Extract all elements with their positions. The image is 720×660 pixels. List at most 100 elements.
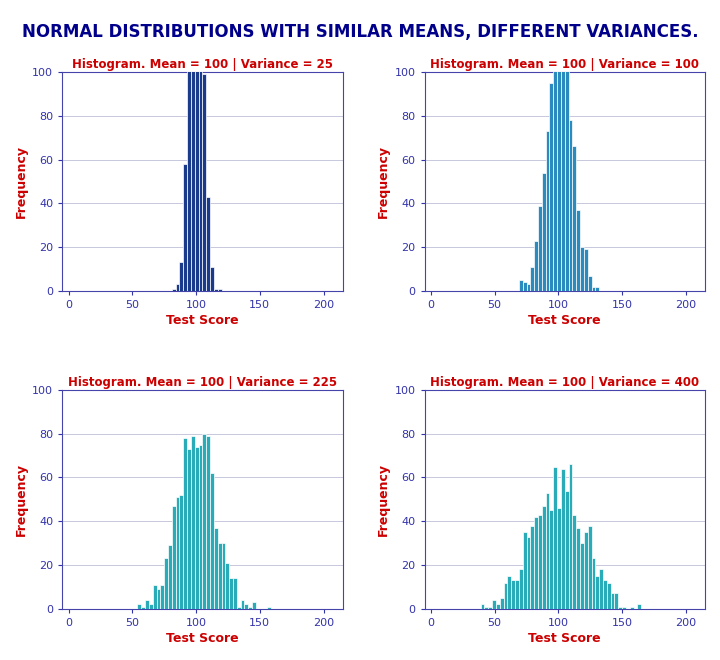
Bar	[557, 508, 561, 609]
Y-axis label: Frequency: Frequency	[15, 145, 28, 218]
Bar	[164, 558, 168, 609]
Bar	[588, 525, 592, 609]
Bar	[622, 607, 626, 609]
Bar	[500, 598, 503, 609]
Bar	[546, 493, 549, 609]
Bar	[580, 248, 584, 291]
Bar	[156, 589, 161, 609]
Bar	[592, 286, 595, 291]
Bar	[252, 602, 256, 609]
Bar	[179, 263, 184, 291]
Bar	[206, 436, 210, 609]
Bar	[153, 585, 156, 609]
Bar	[564, 490, 569, 609]
Title: Histogram. Mean = 100 | Variance = 225: Histogram. Mean = 100 | Variance = 225	[68, 376, 337, 389]
Bar	[222, 543, 225, 609]
Bar	[572, 515, 576, 609]
Bar	[141, 607, 145, 609]
Bar	[267, 607, 271, 609]
Bar	[534, 517, 538, 609]
Bar	[229, 578, 233, 609]
Y-axis label: Frequency: Frequency	[15, 463, 28, 536]
Title: Histogram. Mean = 100 | Variance = 25: Histogram. Mean = 100 | Variance = 25	[72, 58, 333, 71]
Bar	[523, 282, 526, 291]
Bar	[202, 75, 206, 291]
Title: Histogram. Mean = 100 | Variance = 400: Histogram. Mean = 100 | Variance = 400	[431, 376, 699, 389]
Bar	[542, 506, 546, 609]
Bar	[245, 605, 248, 609]
Bar	[561, 50, 564, 291]
Title: Histogram. Mean = 100 | Variance = 100: Histogram. Mean = 100 | Variance = 100	[431, 58, 699, 71]
Bar	[187, 449, 191, 609]
Bar	[534, 241, 538, 291]
Bar	[199, 445, 202, 609]
Bar	[176, 284, 179, 291]
Bar	[210, 267, 214, 291]
Bar	[526, 537, 531, 609]
Bar	[184, 164, 187, 291]
Bar	[176, 497, 179, 609]
Bar	[531, 267, 534, 291]
Bar	[248, 607, 252, 609]
Bar	[496, 605, 500, 609]
Bar	[138, 605, 141, 609]
Bar	[607, 583, 611, 609]
Bar	[584, 532, 588, 609]
X-axis label: Test Score: Test Score	[528, 314, 601, 327]
Bar	[538, 205, 542, 291]
Bar	[614, 593, 618, 609]
Y-axis label: Frequency: Frequency	[377, 463, 390, 536]
Bar	[553, 467, 557, 609]
Bar	[508, 576, 511, 609]
Bar	[557, 15, 561, 291]
Bar	[191, 436, 195, 609]
Bar	[592, 558, 595, 609]
Bar	[549, 510, 553, 609]
Bar	[233, 578, 237, 609]
Bar	[595, 576, 599, 609]
Bar	[564, 70, 569, 291]
Bar	[580, 543, 584, 609]
Bar	[492, 600, 496, 609]
Bar	[531, 525, 534, 609]
Bar	[485, 607, 488, 609]
Bar	[515, 580, 519, 609]
Bar	[611, 593, 614, 609]
Bar	[210, 473, 214, 609]
Bar	[553, 17, 557, 291]
Bar	[599, 570, 603, 609]
Bar	[549, 83, 553, 291]
X-axis label: Test Score: Test Score	[166, 314, 239, 327]
Bar	[503, 583, 508, 609]
Bar	[584, 249, 588, 291]
Bar	[149, 605, 153, 609]
Bar	[511, 580, 515, 609]
Bar	[538, 515, 542, 609]
Bar	[240, 600, 245, 609]
Bar	[195, 447, 199, 609]
Bar	[172, 506, 176, 609]
Bar	[618, 607, 622, 609]
Bar	[526, 284, 531, 291]
Bar	[145, 600, 149, 609]
Bar	[168, 545, 172, 609]
Bar	[576, 210, 580, 291]
Bar	[237, 607, 240, 609]
Bar	[225, 563, 229, 609]
Bar	[630, 607, 634, 609]
Bar	[546, 131, 549, 291]
Bar	[595, 286, 599, 291]
Bar	[603, 580, 607, 609]
Bar	[561, 469, 564, 609]
X-axis label: Test Score: Test Score	[166, 632, 239, 645]
Bar	[588, 276, 592, 291]
Bar	[214, 289, 217, 291]
Bar	[199, 0, 202, 291]
Bar	[195, 0, 199, 291]
Bar	[179, 495, 184, 609]
Bar	[206, 197, 210, 291]
Bar	[202, 434, 206, 609]
Bar	[569, 465, 572, 609]
Bar	[519, 570, 523, 609]
Bar	[191, 0, 195, 291]
